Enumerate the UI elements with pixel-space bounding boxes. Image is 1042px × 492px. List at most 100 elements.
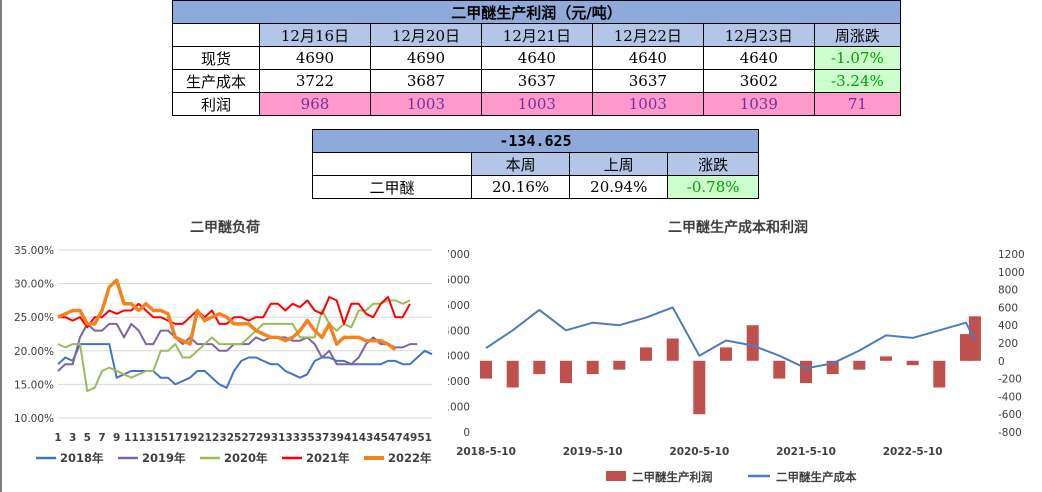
cost-chart-title: 二甲醚生产成本和利润 — [668, 219, 808, 236]
y-left-tick-label: 4000 — [448, 325, 470, 337]
profit-bar — [586, 360, 599, 375]
load-chart: 二甲醚负荷 10.00% 15.00% 20.00% 25.00% 30.00% 35.0… — [14, 219, 433, 465]
x-tick-label: 21 — [197, 432, 212, 444]
profit-cell: 4640 — [591, 46, 704, 70]
x-tick-label: 45 — [373, 432, 388, 444]
cost-line — [485, 306, 976, 370]
x-tick-label: 47 — [388, 432, 403, 444]
x-tick-label: 37 — [315, 432, 330, 444]
profit-row-label: 生产成本 — [172, 69, 260, 93]
load-table: -134.625 本周 上周 涨跌 二甲醚 20.16% 20.94% -0.7… — [312, 129, 759, 199]
left-border — [0, 0, 2, 492]
profit-col-5: 周涨跌 — [813, 23, 902, 47]
profit-bar — [693, 360, 706, 415]
profit-cell: 4690 — [259, 46, 371, 70]
x-tick-label: 7 — [98, 432, 105, 444]
y-right-tick-label: 1200 — [998, 249, 1025, 261]
x-tick-label: 2018-5-10 — [456, 446, 516, 458]
x-tick-label: 2020-5-10 — [669, 446, 729, 458]
x-tick-label: 23 — [212, 432, 227, 444]
profit-table-corner — [172, 23, 260, 47]
load-this-week: 20.16% — [470, 175, 571, 199]
profit-row: 利润 968 1003 1003 1003 1039 71 — [172, 92, 902, 116]
profit-change: 71 — [813, 92, 902, 116]
load-col-change: 涨跌 — [667, 152, 759, 176]
y-tick-label: 25.00% — [14, 312, 54, 324]
profit-cell: 1003 — [369, 92, 482, 116]
y-tick-label: 20.00% — [14, 346, 54, 358]
y-left-tick-label: 0 — [463, 427, 470, 439]
x-tick-label: 19 — [183, 432, 198, 444]
profit-bar — [773, 360, 786, 379]
x-tick-label: 17 — [168, 432, 183, 444]
profit-bar — [613, 360, 626, 370]
y-right-tick-label: 1000 — [998, 267, 1025, 279]
y-right-tick-label: 600 — [998, 302, 1018, 314]
y-tick-label: 15.00% — [14, 379, 54, 391]
y-right-tick-label: -800 — [998, 427, 1022, 439]
load-change: -0.78% — [667, 175, 759, 199]
y-right-tick-label: 800 — [998, 285, 1018, 297]
profit-bar — [800, 360, 812, 384]
x-tick-label: 9 — [113, 432, 120, 444]
profit-cell: 3637 — [591, 69, 704, 93]
x-tick-label: 3 — [69, 432, 76, 444]
legend-label: 2019年 — [142, 451, 186, 465]
profit-cell: 1003 — [591, 92, 704, 116]
profit-col-3: 12月22日 — [591, 23, 704, 47]
x-tick-label: 13 — [139, 432, 154, 444]
x-tick-label: 49 — [403, 432, 418, 444]
profit-bar — [746, 325, 759, 361]
y-left-tick-label: 7000 — [448, 249, 470, 261]
x-tick-label: 41 — [344, 432, 359, 444]
x-tick-label: 43 — [359, 432, 374, 444]
series-line-2020年 — [57, 299, 411, 393]
profit-cell: 3722 — [259, 69, 371, 93]
profit-cell: 4690 — [369, 46, 482, 70]
x-tick-label: 33 — [285, 432, 300, 444]
legend-label-profit: 二甲醚生产利润 — [632, 470, 713, 484]
profit-bar — [560, 360, 572, 384]
x-tick-label: 27 — [241, 432, 256, 444]
x-tick-label: 2022-5-10 — [883, 446, 943, 458]
profit-col-4: 12月23日 — [702, 23, 815, 47]
x-tick-label: 35 — [300, 432, 315, 444]
legend-label-cost: 二甲醚生产成本 — [776, 470, 857, 484]
profit-bar — [933, 360, 946, 388]
x-tick-label: 25 — [227, 432, 242, 444]
y-left-tick-label: 6000 — [448, 274, 470, 286]
profit-change: -1.07% — [813, 46, 902, 70]
x-tick-label: 11 — [124, 432, 139, 444]
y-right-tick-label: 0 — [998, 356, 1005, 368]
load-col-last-week: 上周 — [569, 152, 669, 176]
x-tick-label: 29 — [256, 432, 271, 444]
profit-bar — [506, 360, 519, 388]
load-last-week: 20.94% — [569, 175, 669, 199]
profit-bar — [640, 347, 652, 361]
profit-bar — [720, 347, 732, 361]
legend-label: 2020年 — [224, 451, 268, 465]
x-tick-label: 39 — [329, 432, 344, 444]
x-tick-label: 31 — [271, 432, 286, 444]
y-right-tick-label: -200 — [998, 374, 1022, 386]
y-right-tick-label: -400 — [998, 391, 1022, 403]
y-right-tick-label: -600 — [998, 409, 1022, 421]
profit-cell: 4640 — [702, 46, 815, 70]
x-tick-label: 2019-5-10 — [563, 446, 623, 458]
profit-row-label: 现货 — [172, 46, 260, 70]
y-left-tick-label: 1000 — [448, 402, 470, 414]
x-tick-label: 15 — [153, 432, 168, 444]
y-tick-label: 30.00% — [14, 279, 54, 291]
cost-chart: 二甲醚生产成本和利润 01000200030004000500060007000… — [448, 219, 1025, 484]
load-col-this-week: 本周 — [470, 152, 571, 176]
profit-bar — [906, 360, 919, 366]
profit-cell: 1039 — [702, 92, 815, 116]
x-tick-label: 51 — [417, 432, 432, 444]
profit-table-title: 二甲醚生产利润（元/吨） — [172, 0, 901, 24]
profit-row-label: 利润 — [172, 92, 260, 116]
load-row-label: 二甲醚 — [312, 175, 472, 199]
profit-bar — [666, 338, 679, 361]
legend-label: 2021年 — [306, 451, 350, 465]
y-right-tick-label: 400 — [998, 320, 1018, 332]
